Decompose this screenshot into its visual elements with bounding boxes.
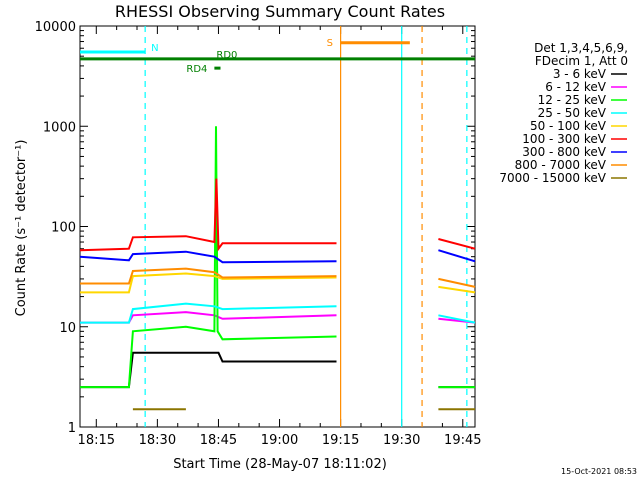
x-tick-label: 18:45	[200, 433, 237, 448]
series-line	[438, 285, 476, 294]
y-tick-label: 10	[59, 321, 76, 336]
legend-header: FDecim 1, Att 0	[535, 54, 628, 68]
x-tick-label: 19:30	[383, 433, 420, 448]
series-line	[80, 272, 337, 294]
legend-entry-label: 300 - 800 keV	[522, 145, 606, 159]
x-tick-label: 19:15	[322, 433, 359, 448]
y-tick-label: 1	[68, 421, 76, 436]
series-line	[79, 250, 337, 264]
series-line	[438, 238, 476, 250]
legend-entry-label: 3 - 6 keV	[553, 67, 607, 81]
y-axis-label: Count Rate (s⁻¹ detector⁻¹)	[14, 140, 29, 317]
legend-entry-label: 800 - 7000 keV	[515, 158, 607, 172]
legend-header: Det 1,3,4,5,6,9,	[534, 41, 628, 55]
legend-entry-label: 12 - 25 keV	[538, 93, 607, 107]
series-line	[438, 314, 476, 324]
legend-entry-label: 6 - 12 keV	[545, 80, 607, 94]
series-line	[438, 249, 476, 263]
plot-frame	[79, 25, 476, 428]
x-tick-label: 19:45	[444, 433, 481, 448]
y-tick-label: 10000	[35, 20, 76, 35]
legend-entry-label: 25 - 50 keV	[538, 106, 607, 120]
annotation-label: RD4	[186, 64, 207, 75]
x-tick-label: 19:00	[261, 433, 298, 448]
series-line	[438, 277, 476, 288]
series-line	[80, 351, 337, 389]
legend: Det 1,3,4,5,6,9,FDecim 1, Att 03 - 6 keV…	[499, 41, 628, 185]
plot-area: 1 10 100 1000 10000 18:15 18:30 18:45 19:00 19:15…	[35, 20, 482, 448]
y-tick-label: 1000	[43, 120, 76, 135]
footer-timestamp: 15-Oct-2021 08:53	[561, 467, 637, 476]
legend-entry-label: 7000 - 15000 keV	[499, 171, 606, 185]
series-line	[80, 311, 337, 324]
annotation-label: S	[327, 38, 333, 49]
y-tick-label: 100	[51, 221, 76, 236]
chart-title: RHESSI Observing Summary Count Rates	[115, 2, 445, 21]
legend-entry-label: 50 - 100 keV	[530, 119, 607, 133]
series-line	[80, 302, 337, 324]
series-line	[80, 267, 337, 285]
legend-entry-label: 100 - 300 keV	[522, 132, 606, 146]
series-line	[80, 126, 337, 389]
x-axis-label: Start Time (28-May-07 18:11:02)	[173, 457, 387, 472]
annotation-label: N	[151, 43, 158, 54]
annotation-label: RD0	[216, 50, 237, 61]
x-tick-label: 18:30	[139, 433, 176, 448]
x-tick-label: 18:15	[78, 433, 115, 448]
series-line	[79, 178, 337, 252]
